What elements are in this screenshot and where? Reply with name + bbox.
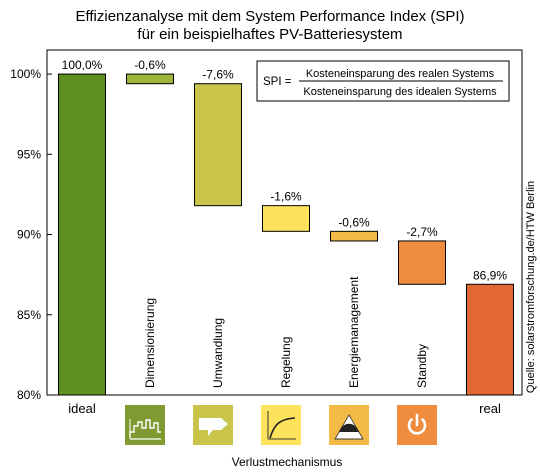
energy-management-icon (329, 405, 369, 445)
y-tick-label: 80% (17, 388, 41, 402)
formula-denominator: Kosteneinsparung des idealen Systems (303, 86, 497, 98)
bar-value-label: -1,6% (270, 190, 302, 204)
y-tick-label: 90% (17, 228, 41, 242)
category-label: Dimensionierung (143, 298, 157, 388)
formula-numerator: Kosteneinsparung des realen Systems (306, 68, 495, 80)
control-curve-icon (261, 405, 301, 445)
chart-title-line-1: Effizienzanalyse mit dem System Performa… (75, 8, 464, 25)
category-label: ideal (68, 401, 96, 416)
load-profile-icon (125, 405, 165, 445)
y-axis: 80% 85% 90% 95% 100% (10, 67, 52, 402)
bar-labels-group: 100,0% -0,6% -7,6% -1,6% -0,6% -2,7% 86,9% (62, 58, 508, 282)
bar-energiemanagement (330, 230, 378, 242)
bar-value-label: 86,9% (473, 268, 507, 282)
category-labels-group: ideal Dimensionierung Umwandlung Regelung En… (68, 276, 501, 416)
power-icon (397, 405, 437, 445)
bar-standby (398, 240, 446, 285)
category-label: Umwandlung (211, 318, 225, 388)
plot-frame (46, 49, 523, 396)
bar-value-label: -2,7% (406, 225, 438, 239)
bar-value-label: -0,6% (134, 58, 166, 72)
bar-value-label: -7,6% (202, 68, 234, 82)
formula-lhs: SPI = (263, 76, 292, 88)
y-tick-label: 100% (10, 67, 41, 81)
inverter-arrow-icon (193, 405, 233, 445)
chart-title-line-2: für ein beispielhaftes PV-Batteriesystem (137, 26, 402, 43)
category-label: Standby (415, 344, 429, 388)
bar-value-label: 100,0% (62, 58, 103, 72)
spi-formula-box: SPI = Kosteneinsparung des realen System… (256, 60, 510, 102)
category-label: Energiemanagement (347, 276, 361, 388)
bar-value-label: -0,6% (338, 215, 370, 229)
x-axis-label: Verlustmechanismus (232, 455, 343, 469)
y-tick-label: 95% (17, 147, 41, 161)
category-label: real (479, 401, 501, 416)
bar-real (466, 283, 514, 396)
y-tick-label: 85% (17, 308, 41, 322)
bar-dimensionierung (126, 73, 174, 85)
bar-regelung (262, 205, 310, 232)
bar-ideal (58, 73, 106, 396)
bar-umwandlung (194, 83, 242, 207)
category-label: Regelung (279, 337, 293, 388)
source-note: Quelle: solarstromforschung.de/HTW Berli… (525, 181, 537, 393)
bars-group (58, 73, 514, 396)
